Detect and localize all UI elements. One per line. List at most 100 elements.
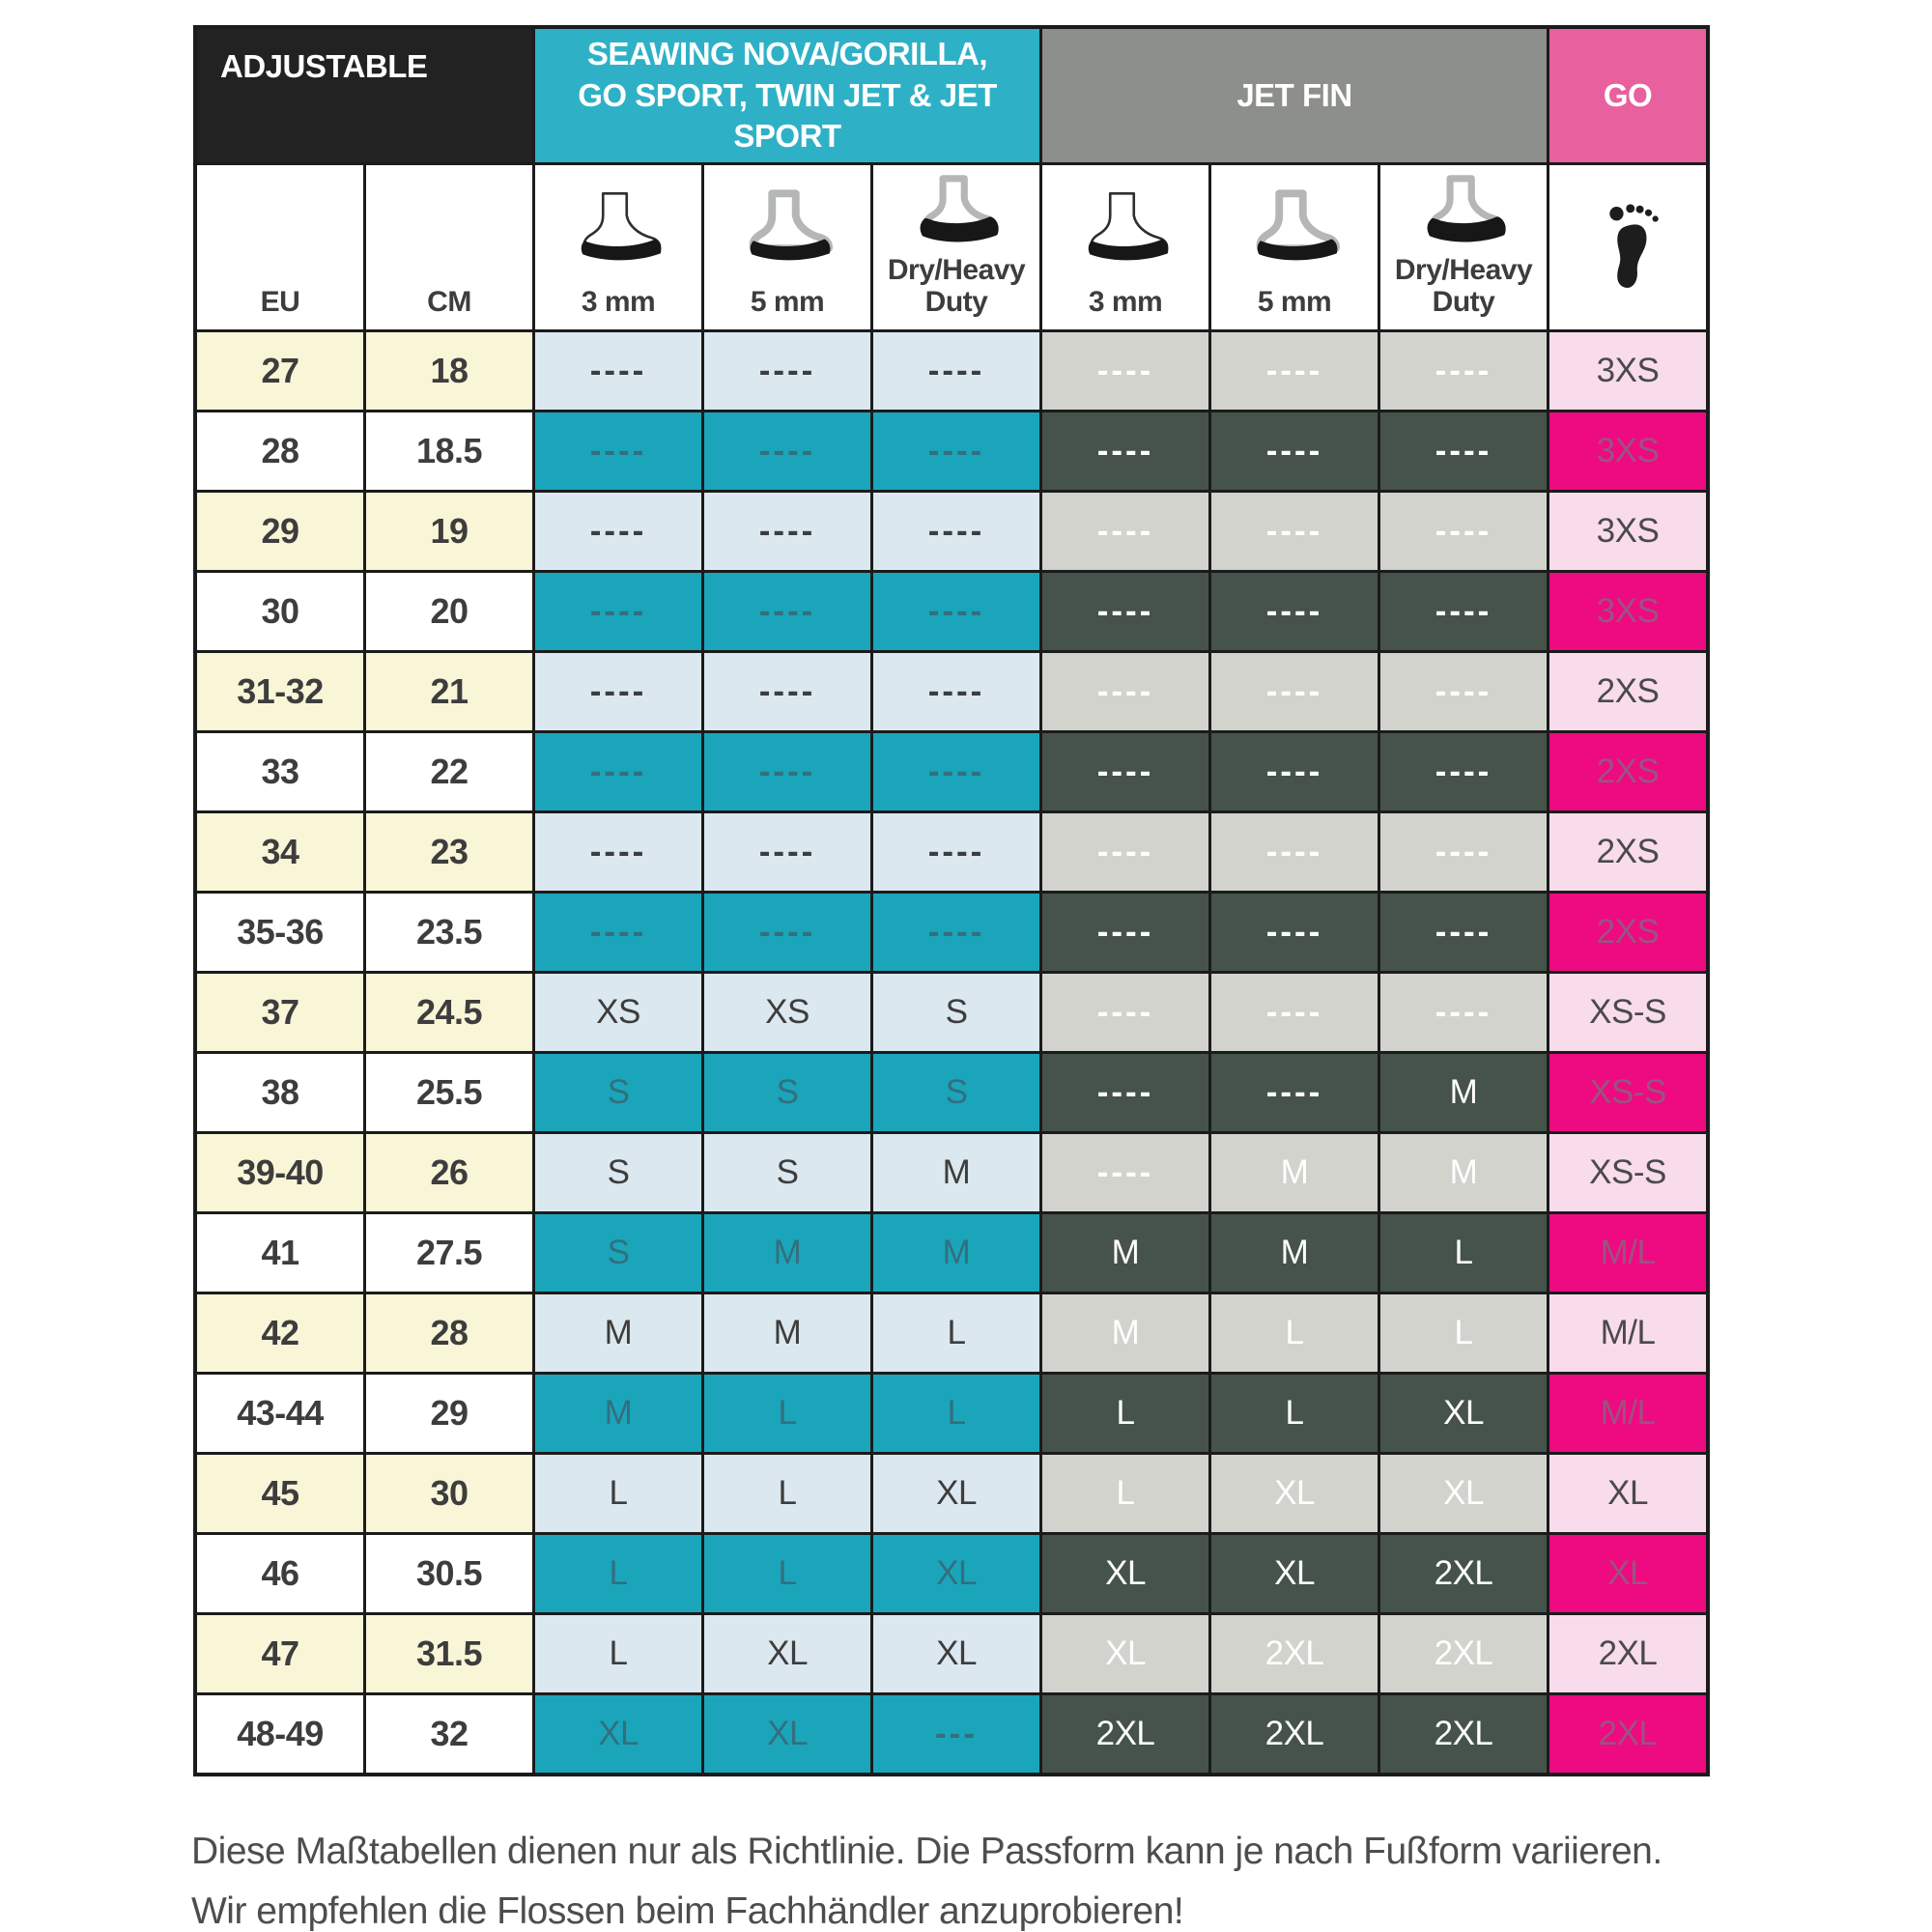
seawing-size-cell: ----	[704, 733, 870, 810]
seawing-size-cell: L	[704, 1375, 870, 1452]
cm-column-label: CM	[427, 285, 471, 318]
eu-size-cell: 37	[197, 974, 363, 1051]
footnote: Diese Maßtabellen dienen nur als Richtli…	[191, 1822, 1814, 1932]
subheader-cm: CM	[366, 165, 532, 329]
jetfin-size-cell: ----	[1042, 894, 1208, 971]
go-size-cell: XS-S	[1549, 1054, 1706, 1131]
jetfin-size-cell: ----	[1211, 493, 1378, 570]
cm-size-cell: 30.5	[366, 1535, 532, 1612]
seawing-size-cell: XS	[535, 974, 701, 1051]
jetfin-size-cell: ----	[1211, 733, 1378, 810]
jetfin-size-cell: ----	[1380, 653, 1547, 730]
seawing-size-cell: ----	[873, 813, 1039, 891]
jetfin-size-cell: ----	[1042, 1134, 1208, 1211]
seawing-size-cell: S	[535, 1214, 701, 1292]
seawing-size-cell: ----	[535, 412, 701, 490]
go-size-cell: XS-S	[1549, 974, 1706, 1051]
cm-size-cell: 23	[366, 813, 532, 891]
jetfin-size-cell: ----	[1380, 412, 1547, 490]
seawing-size-cell: ----	[704, 813, 870, 891]
go-size-cell: M/L	[1549, 1294, 1706, 1372]
subheader-jetfin-3mm: 3 mm	[1042, 165, 1208, 329]
seawing-size-cell: L	[535, 1455, 701, 1532]
go-size-cell: 2XL	[1549, 1695, 1706, 1773]
eu-size-cell: 39-40	[197, 1134, 363, 1211]
jetfin-size-cell: XL	[1042, 1615, 1208, 1692]
seawing-size-cell: M	[873, 1134, 1039, 1211]
seawing-size-cell: ----	[873, 332, 1039, 410]
seawing-size-cell: ----	[704, 653, 870, 730]
heavy-sole-boot-icon	[920, 175, 999, 242]
seawing-size-cell: L	[704, 1535, 870, 1612]
seawing-size-cell: ----	[704, 573, 870, 650]
seawing-size-cell: ----	[873, 894, 1039, 971]
eu-size-cell: 27	[197, 332, 363, 410]
eu-size-cell: 30	[197, 573, 363, 650]
jetfin-size-cell: ----	[1211, 813, 1378, 891]
cm-size-cell: 26	[366, 1134, 532, 1211]
seawing-size-cell: S	[704, 1054, 870, 1131]
boot-3mm-icon	[1088, 191, 1169, 260]
seawing-size-cell: ----	[535, 653, 701, 730]
go-size-cell: 2XL	[1549, 1615, 1706, 1692]
jetfin-size-cell: 2XL	[1211, 1695, 1378, 1773]
go-size-cell: 2XS	[1549, 813, 1706, 891]
jetfin-5mm-label: 5 mm	[1257, 285, 1332, 318]
eu-size-cell: 38	[197, 1054, 363, 1131]
eu-size-cell: 41	[197, 1214, 363, 1292]
cm-size-cell: 23.5	[366, 894, 532, 971]
seawing-size-cell: M	[873, 1214, 1039, 1292]
cm-size-cell: 21	[366, 653, 532, 730]
jetfin-size-cell: ----	[1380, 894, 1547, 971]
size-chart-table: ADJUSTABLE SEAWING NOVA/GORILLA, GO SPOR…	[193, 25, 1710, 1776]
seawing-size-cell: ----	[704, 894, 870, 971]
eu-size-cell: 31-32	[197, 653, 363, 730]
seawing-size-cell: L	[873, 1294, 1039, 1372]
cm-size-cell: 24.5	[366, 974, 532, 1051]
subheader-seawing-5mm: 5 mm	[704, 165, 870, 329]
jetfin-size-cell: L	[1380, 1294, 1547, 1372]
jetfin-size-cell: L	[1042, 1455, 1208, 1532]
cm-size-cell: 30	[366, 1455, 532, 1532]
seawing-size-cell: ----	[704, 332, 870, 410]
seawing-size-cell: M	[535, 1375, 701, 1452]
seawing-size-cell: ----	[535, 332, 701, 410]
jetfin-size-cell: 2XL	[1042, 1695, 1208, 1773]
go-size-cell: M/L	[1549, 1214, 1706, 1292]
seawing-3mm-label: 3 mm	[581, 285, 656, 318]
jetfin-size-cell: ----	[1380, 573, 1547, 650]
seawing-size-cell: ---	[873, 1695, 1039, 1773]
eu-size-cell: 48-49	[197, 1695, 363, 1773]
subheader-seawing-dry: Dry/Heavy Duty	[873, 165, 1039, 329]
cm-size-cell: 20	[366, 573, 532, 650]
seawing-size-cell: XL	[704, 1695, 870, 1773]
seawing-size-cell: S	[873, 1054, 1039, 1131]
jetfin-size-cell: M	[1042, 1294, 1208, 1372]
jetfin-size-cell: XL	[1211, 1455, 1378, 1532]
eu-size-cell: 45	[197, 1455, 363, 1532]
cm-size-cell: 27.5	[366, 1214, 532, 1292]
subheader-jetfin-dry: Dry/Heavy Duty	[1380, 165, 1547, 329]
header-adjustable: ADJUSTABLE	[197, 29, 532, 162]
cm-size-cell: 29	[366, 1375, 532, 1452]
seawing-size-cell: ----	[873, 733, 1039, 810]
seawing-size-cell: XL	[873, 1615, 1039, 1692]
subheader-seawing-3mm: 3 mm	[535, 165, 701, 329]
cm-size-cell: 31.5	[366, 1615, 532, 1692]
subheader-jetfin-5mm: 5 mm	[1211, 165, 1378, 329]
jetfin-size-cell: L	[1211, 1294, 1378, 1372]
seawing-size-cell: ----	[873, 412, 1039, 490]
go-size-cell: 2XS	[1549, 894, 1706, 971]
seawing-size-cell: ----	[704, 412, 870, 490]
jetfin-size-cell: ----	[1042, 412, 1208, 490]
seawing-size-cell: ----	[704, 493, 870, 570]
go-size-cell: 3XS	[1549, 332, 1706, 410]
cm-size-cell: 22	[366, 733, 532, 810]
seawing-size-cell: S	[873, 974, 1039, 1051]
jetfin-size-cell: ----	[1380, 974, 1547, 1051]
go-size-cell: XL	[1549, 1535, 1706, 1612]
header-seawing: SEAWING NOVA/GORILLA, GO SPORT, TWIN JET…	[535, 29, 1039, 162]
eu-size-cell: 35-36	[197, 894, 363, 971]
jetfin-size-cell: ----	[1042, 493, 1208, 570]
